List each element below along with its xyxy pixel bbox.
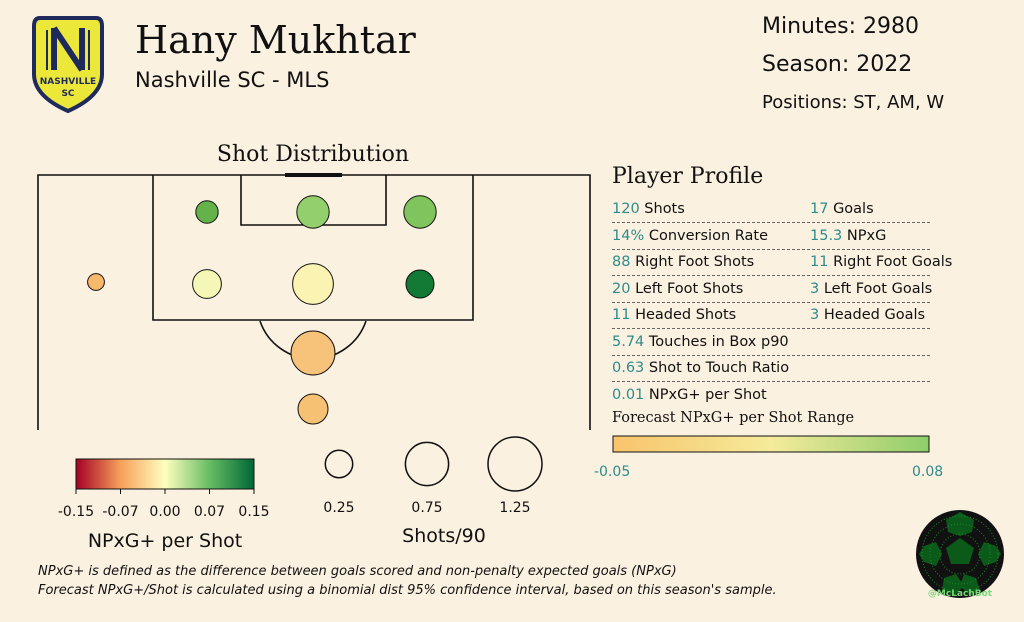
stat-label: Right Foot Goals <box>833 254 953 270</box>
forecast-range-bar <box>612 435 930 453</box>
forecast-min-label: -0.05 <box>594 464 631 480</box>
mclachbot-watermark: @McLachBot <box>916 510 1004 599</box>
size-legend-label: 1.25 <box>499 500 530 516</box>
stat-label: Goals <box>833 201 874 217</box>
shot-point-box-center <box>292 263 334 305</box>
color-tick-label: 0.07 <box>194 504 225 520</box>
profile-stat-left: 5.74 Touches in Box p90 <box>612 334 789 350</box>
shot-distribution-chart: Shot Distribution <box>37 142 591 430</box>
shot-point-six-yard-right <box>403 195 437 229</box>
color-tick-label: 0.00 <box>149 504 180 520</box>
size-legend-label: 0.25 <box>323 500 354 516</box>
profile-row: 0.01 NPxG+ per Shot <box>612 382 930 408</box>
size-legend-circle <box>404 441 450 487</box>
footnote-line-1: NPxG+ is defined as the difference betwe… <box>38 564 677 579</box>
shot-point-six-yard-center <box>296 195 330 229</box>
stat-value: 5.74 <box>612 333 645 350</box>
nashville-sc-logo: NASHVILLE SC <box>32 16 104 114</box>
stat-value: 0.01 <box>612 386 645 403</box>
profile-stat-right: 17 Goals <box>810 201 874 217</box>
shots-size-legend: 0.25 0.75 1.25 Shots/90 <box>323 436 543 547</box>
shot-point-box-right <box>405 269 435 299</box>
profile-stat-right: 3 Left Foot Goals <box>810 281 932 297</box>
stat-label: Shots <box>644 201 685 217</box>
size-legend-label: 0.75 <box>411 500 442 516</box>
team-league: Nashville SC - MLS <box>135 68 330 92</box>
stat-value: 3 <box>810 307 820 323</box>
shot-point-wide-left <box>87 273 105 291</box>
season-stat: Season: 2022 <box>762 52 913 77</box>
npxg-color-legend: -0.15 -0.07 0.00 0.07 0.15 NPxG+ per Shot <box>58 458 270 552</box>
stat-value: 11 <box>612 307 631 323</box>
shot-point-box-left <box>192 269 222 299</box>
stat-value: 20 <box>612 280 631 297</box>
profile-stat-left: 11 Headed Shots <box>612 307 736 323</box>
profile-stat-left: 120 Shots <box>612 201 685 217</box>
footnote: NPxG+ is defined as the difference betwe… <box>38 562 777 600</box>
size-legend-circle <box>324 449 354 479</box>
size-legend-circle <box>487 436 543 492</box>
color-tick-label: -0.07 <box>102 504 138 520</box>
profile-row: 120 Shots 17 Goals <box>612 196 930 223</box>
profile-stat-left: 0.01 NPxG+ per Shot <box>612 387 767 403</box>
player-name: Hany Mukhtar <box>135 18 416 62</box>
color-legend-title: NPxG+ per Shot <box>88 530 242 552</box>
color-scale-bar <box>75 458 255 490</box>
watermark-handle: @McLachBot <box>928 589 993 599</box>
stat-label: Headed Goals <box>823 307 926 323</box>
stat-label: Touches in Box p90 <box>648 333 789 350</box>
logo-text-top: NASHVILLE <box>40 77 96 87</box>
stat-label: Right Foot Shots <box>635 254 755 270</box>
stat-value: 3 <box>810 280 820 297</box>
stat-value: 11 <box>810 254 829 270</box>
profile-title: Player Profile <box>612 164 764 189</box>
profile-stat-right: 15.3 NPxG <box>810 228 886 244</box>
chart-title: Shot Distribution <box>217 142 409 167</box>
profile-row: 14% Conversion Rate 15.3 NPxG <box>612 223 930 250</box>
stat-label: Left Foot Shots <box>635 280 744 297</box>
footnote-line-2: Forecast NPxG+/Shot is calculated using … <box>38 583 777 598</box>
profile-stat-right: 11 Right Foot Goals <box>810 254 952 270</box>
stat-value: 15.3 <box>810 227 843 244</box>
size-legend-items: 0.25 0.75 1.25 <box>323 436 543 516</box>
stat-value: 17 <box>810 201 829 217</box>
minutes-stat: Minutes: 2980 <box>762 14 919 39</box>
profile-stat-left: 88 Right Foot Shots <box>612 254 754 270</box>
forecast-max-label: 0.08 <box>912 464 944 480</box>
profile-row: 88 Right Foot Shots 11 Right Foot Goals <box>612 249 952 276</box>
stat-label: NPxG <box>846 227 887 244</box>
profile-row: 20 Left Foot Shots 3 Left Foot Goals <box>612 276 932 303</box>
stat-value: 0.63 <box>612 360 645 376</box>
color-tick-label: 0.15 <box>238 504 269 520</box>
profile-row: 0.63 Shot to Touch Ratio <box>612 355 930 382</box>
stat-label: Conversion Rate <box>648 227 768 244</box>
stat-value: 88 <box>612 254 631 270</box>
shot-points <box>87 195 437 425</box>
logo-text-bottom: SC <box>61 89 74 99</box>
size-legend-title: Shots/90 <box>402 525 486 547</box>
shot-point-edge-center <box>290 330 336 376</box>
stat-label: Shot to Touch Ratio <box>648 360 790 376</box>
stat-label: Left Foot Goals <box>823 280 933 297</box>
profile-row: 11 Headed Shots 3 Headed Goals <box>612 302 930 329</box>
color-scale-ticks: -0.15 -0.07 0.00 0.07 0.15 <box>58 489 270 520</box>
stat-value: 120 <box>612 201 640 217</box>
forecast-label: Forecast NPxG+ per Shot Range <box>612 410 855 426</box>
shot-point-six-yard-left <box>195 200 219 224</box>
profile-stat-right: 3 Headed Goals <box>810 307 925 323</box>
stat-label: NPxG+ per Shot <box>648 386 767 403</box>
stat-label: Headed Shots <box>635 307 737 323</box>
profile-row: 5.74 Touches in Box p90 <box>612 329 930 356</box>
stat-value: 14% <box>612 227 645 244</box>
profile-stat-left: 14% Conversion Rate <box>612 228 768 244</box>
profile-stat-left: 0.63 Shot to Touch Ratio <box>612 360 789 376</box>
positions-stat: Positions: ST, AM, W <box>762 92 945 113</box>
color-tick-label: -0.15 <box>58 504 94 520</box>
shot-point-long-center <box>297 393 329 425</box>
profile-stat-left: 20 Left Foot Shots <box>612 281 743 297</box>
